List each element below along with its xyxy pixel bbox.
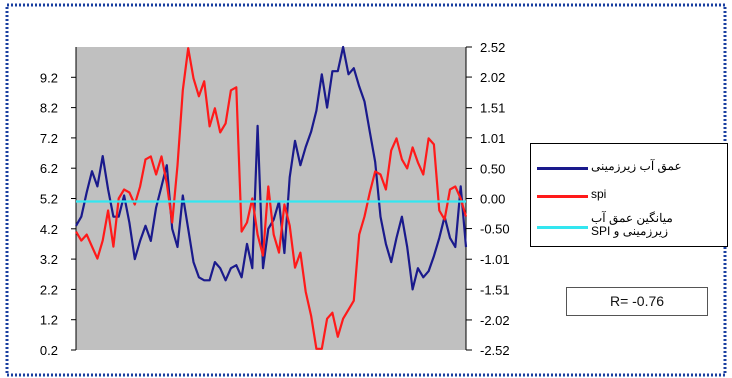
right-tick-label: -2.02 [480, 313, 510, 328]
left-tick-label: 3.2 [40, 252, 58, 267]
legend-item-groundwater: عمق آب زیرزمینی [531, 156, 727, 186]
left-tick-label: 6.2 [40, 161, 58, 176]
legend-swatch-mean [537, 226, 588, 229]
left-tick-label: 9.2 [40, 70, 58, 85]
left-tick-label: 1.2 [40, 313, 58, 328]
legend: عمق آب زیرزمینی spi میانگین عمق آب زیرزم… [530, 143, 728, 247]
legend-swatch-spi [537, 195, 588, 198]
legend-item-mean: میانگین عمق آب زیرزمینی و SPI [531, 210, 727, 240]
right-tick-label: 1.51 [480, 101, 505, 116]
left-tick-label: 0.2 [40, 343, 58, 358]
left-tick-label: 4.2 [40, 222, 58, 237]
plot-area [76, 47, 466, 350]
spi-line [75, 47, 468, 350]
right-tick-label: 2.02 [480, 70, 505, 85]
right-tick-label: 0.00 [480, 192, 505, 207]
left-tick-label: 8.2 [40, 101, 58, 116]
legend-label-groundwater: عمق آب زیرزمینی [591, 159, 682, 173]
left-tick-label: 5.2 [40, 192, 58, 207]
right-tick-label: -1.01 [480, 252, 510, 267]
legend-label-spi: spi [591, 187, 607, 201]
left-tick-label: 7.2 [40, 131, 58, 146]
right-tick-label: -2.52 [480, 343, 510, 358]
right-tick-label: -1.51 [480, 282, 510, 297]
right-tick-label: 0.50 [480, 161, 505, 176]
right-tick-label: -0.50 [480, 222, 510, 237]
legend-swatch-groundwater [537, 167, 588, 170]
legend-label-mean: میانگین عمق آب زیرزمینی و SPI [591, 211, 673, 238]
right-tick-label: 1.01 [480, 131, 505, 146]
right-tick-label: 2.52 [480, 40, 505, 55]
left-tick-label: 2.2 [40, 282, 58, 297]
correlation-box: R= -0.76 [566, 287, 708, 316]
legend-item-spi: spi [531, 186, 727, 216]
groundwater-line [75, 45, 468, 291]
